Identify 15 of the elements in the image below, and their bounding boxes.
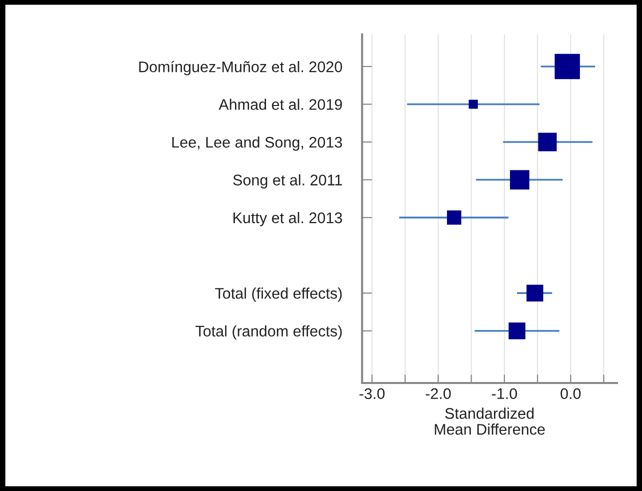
- x-tick-label: 0.0: [560, 388, 581, 400]
- x-tick-label: -1.0: [492, 388, 517, 400]
- y-tick-label: Ahmad et al. 2019: [218, 98, 342, 110]
- point: [538, 132, 557, 152]
- point: [526, 284, 544, 302]
- y-tick-label: Kutty et al. 2013: [233, 212, 342, 226]
- point: [508, 322, 526, 340]
- y-tick-label: Total (random effects): [196, 325, 342, 340]
- x-tick-label: -2.0: [426, 388, 451, 400]
- y-tick-label: Domínguez-Muñoz et al. 2020: [139, 60, 342, 76]
- y-tick-label: Song et al. 2011: [233, 174, 342, 188]
- y-tick-label: Total (fixed effects): [215, 288, 342, 302]
- x-axis-title: Standardized Mean Difference: [434, 408, 545, 435]
- x-tick-label: -3.0: [360, 388, 385, 400]
- y-tick-label: Lee, Lee and Song, 2013: [172, 136, 342, 151]
